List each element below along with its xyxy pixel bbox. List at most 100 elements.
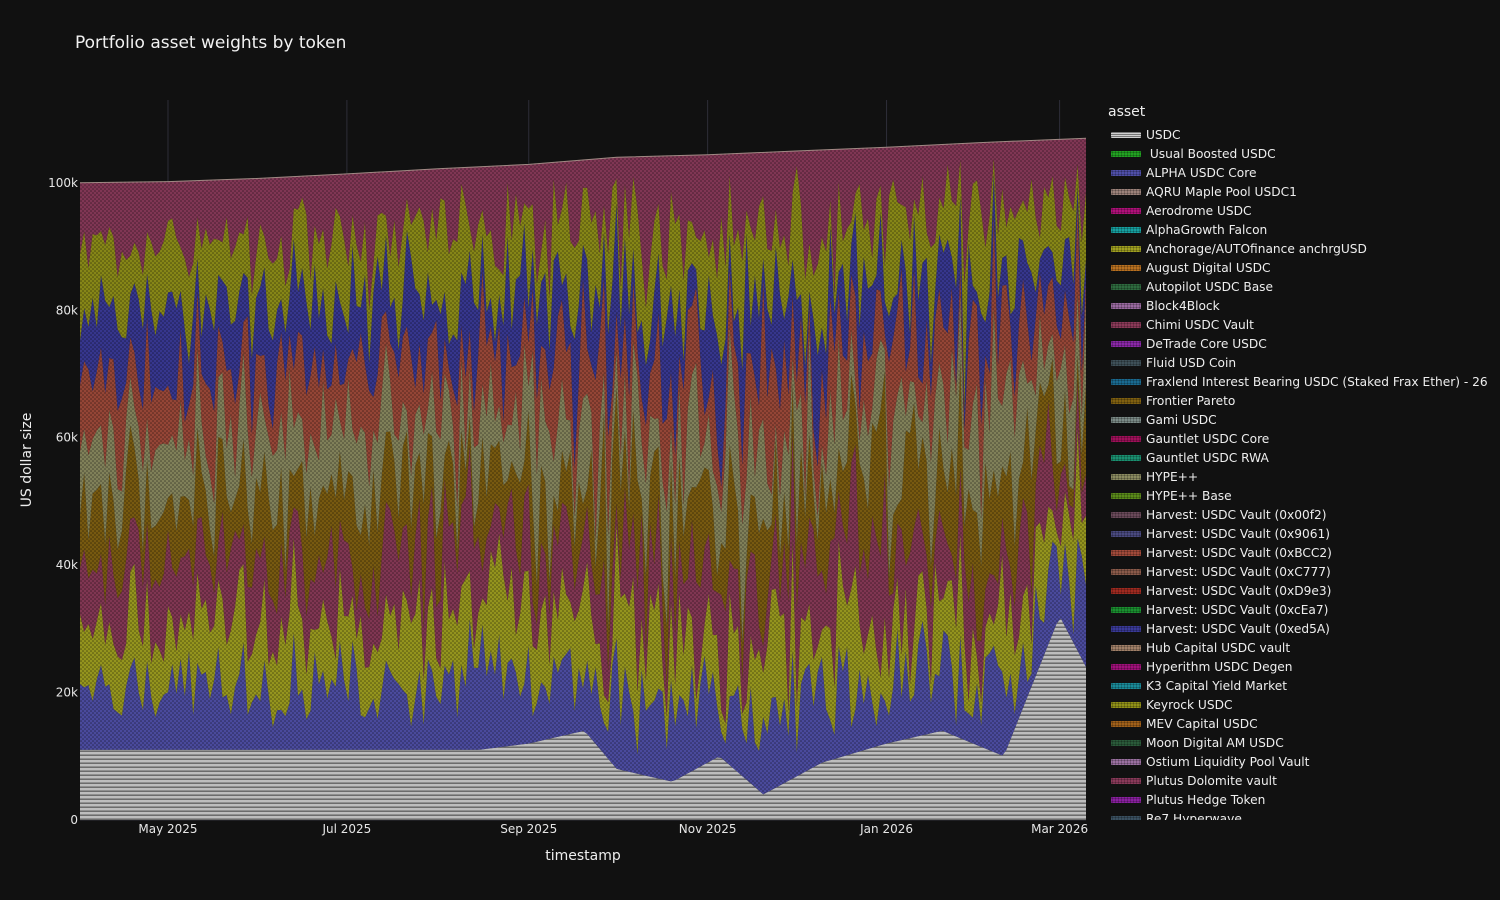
legend-swatch: [1111, 777, 1141, 784]
legend-item[interactable]: Harvest: USDC Vault (0x9061): [1108, 524, 1498, 543]
series-band-texture: [80, 291, 1086, 644]
legend-item[interactable]: Harvest: USDC Vault (0xBCC2): [1108, 543, 1498, 562]
legend-item[interactable]: Harvest: USDC Vault (0x00f2): [1108, 505, 1498, 524]
legend-label: Hub Capital USDC vault: [1146, 640, 1291, 655]
legend-item[interactable]: Chimi USDC Vault: [1108, 315, 1498, 334]
legend-item[interactable]: Moon Digital AM USDC: [1108, 733, 1498, 752]
legend-item[interactable]: Keyrock USDC: [1108, 695, 1498, 714]
legend-item[interactable]: Usual Boosted USDC: [1108, 144, 1498, 163]
legend-label: Re7 Hyperwave: [1146, 811, 1242, 821]
legend-item[interactable]: HYPE++ Base: [1108, 486, 1498, 505]
legend-item[interactable]: K3 Capital Yield Market: [1108, 676, 1498, 695]
legend-swatch: [1111, 207, 1141, 214]
legend-swatch: [1111, 378, 1141, 385]
legend-item[interactable]: Hub Capital USDC vault: [1108, 638, 1498, 657]
legend: asset USDC Usual Boosted USDC ALPHA USDC …: [1108, 104, 1498, 820]
legend-swatch: [1111, 397, 1141, 404]
legend-swatch: [1111, 454, 1141, 461]
legend-items: USDC Usual Boosted USDC ALPHA USDC Core AQ…: [1108, 125, 1498, 820]
legend-item[interactable]: Plutus Hedge Token: [1108, 790, 1498, 809]
legend-swatch: [1111, 340, 1141, 347]
legend-swatch: [1111, 625, 1141, 632]
legend-item[interactable]: Frontier Pareto: [1108, 391, 1498, 410]
legend-item[interactable]: Anchorage/AUTOfinance anchrgUSD: [1108, 239, 1498, 258]
legend-swatch: [1111, 568, 1141, 575]
legend-label: Plutus Hedge Token: [1146, 792, 1266, 807]
legend-label: Ostium Liquidity Pool Vault: [1146, 754, 1310, 769]
legend-swatch: [1111, 473, 1141, 480]
legend-label: Autopilot USDC Base: [1146, 279, 1274, 294]
legend-label: Gami USDC: [1146, 412, 1217, 427]
legend-swatch: [1111, 720, 1141, 727]
legend-swatch: [1111, 549, 1141, 556]
series-band-texture: [80, 138, 1086, 310]
legend-label: Keyrock USDC: [1146, 697, 1233, 712]
series-band-texture: [80, 379, 1086, 724]
legend-swatch: [1111, 758, 1141, 765]
legend-item[interactable]: Harvest: USDC Vault (0xC777): [1108, 562, 1498, 581]
legend-swatch: [1111, 739, 1141, 746]
legend-item[interactable]: HYPE++: [1108, 467, 1498, 486]
legend-swatch: [1111, 815, 1141, 820]
legend-swatch: [1111, 682, 1141, 689]
x-tick-label: Jan 2026: [859, 822, 913, 836]
legend-item[interactable]: Hyperithm USDC Degen: [1108, 657, 1498, 676]
legend-swatch: [1111, 169, 1141, 176]
legend-label: Harvest: USDC Vault (0x00f2): [1146, 507, 1327, 522]
legend-item[interactable]: Re7 Hyperwave: [1108, 809, 1498, 820]
legend-item[interactable]: AQRU Maple Pool USDC1: [1108, 182, 1498, 201]
legend-item[interactable]: AlphaGrowth Falcon: [1108, 220, 1498, 239]
legend-swatch: [1111, 302, 1141, 309]
area-layer: [79, 137, 1087, 820]
legend-label: MEV Capital USDC: [1146, 716, 1258, 731]
legend-item[interactable]: Harvest: USDC Vault (0xD9e3): [1108, 581, 1498, 600]
legend-item[interactable]: Autopilot USDC Base: [1108, 277, 1498, 296]
legend-item[interactable]: Plutus Dolomite vault: [1108, 771, 1498, 790]
legend-label: Moon Digital AM USDC: [1146, 735, 1284, 750]
legend-item[interactable]: Ostium Liquidity Pool Vault: [1108, 752, 1498, 771]
legend-swatch: [1111, 663, 1141, 670]
legend-item[interactable]: Fluid USD Coin: [1108, 353, 1498, 372]
series-usdc: [80, 618, 1086, 820]
legend-item[interactable]: MEV Capital USDC: [1108, 714, 1498, 733]
legend-swatch: [1111, 283, 1141, 290]
x-tick-label: Sep 2025: [500, 822, 557, 836]
y-tick-label: 100k: [48, 176, 78, 190]
legend-item[interactable]: August Digital USDC: [1108, 258, 1498, 277]
legend-swatch: [1111, 131, 1141, 138]
legend-label: Harvest: USDC Vault (0xcEa7): [1146, 602, 1329, 617]
legend-swatch: [1111, 416, 1141, 423]
legend-item[interactable]: DeTrade Core USDC: [1108, 334, 1498, 353]
legend-swatch: [1111, 644, 1141, 651]
legend-item[interactable]: Gami USDC: [1108, 410, 1498, 429]
x-axis-title: timestamp: [545, 848, 621, 864]
legend-item[interactable]: Aerodrome USDC: [1108, 201, 1498, 220]
series-band-texture: [80, 355, 1086, 689]
series-band-texture: [80, 158, 1086, 412]
legend-item[interactable]: Harvest: USDC Vault (0xed5A): [1108, 619, 1498, 638]
legend-label: Hyperithm USDC Degen: [1146, 659, 1293, 674]
legend-item[interactable]: Fraxlend Interest Bearing USDC (Staked F…: [1108, 372, 1498, 391]
legend-swatch: [1111, 321, 1141, 328]
legend-item[interactable]: Gauntlet USDC Core: [1108, 429, 1498, 448]
legend-swatch: [1111, 606, 1141, 613]
legend-swatch: [1111, 701, 1141, 708]
series-band-texture: [80, 538, 1086, 795]
legend-item[interactable]: Block4Block: [1108, 296, 1498, 315]
legend-label: AlphaGrowth Falcon: [1146, 222, 1268, 237]
legend-item[interactable]: Gauntlet USDC RWA: [1108, 448, 1498, 467]
legend-label: AQRU Maple Pool USDC1: [1146, 184, 1297, 199]
legend-swatch: [1111, 492, 1141, 499]
legend-item[interactable]: ALPHA USDC Core: [1108, 163, 1498, 182]
legend-item[interactable]: Harvest: USDC Vault (0xcEa7): [1108, 600, 1498, 619]
legend-label: Block4Block: [1146, 298, 1220, 313]
legend-label: Chimi USDC Vault: [1146, 317, 1254, 332]
legend-label: Usual Boosted USDC: [1146, 146, 1276, 161]
series-total-line: [79, 137, 1087, 184]
legend-label: Fraxlend Interest Bearing USDC (Staked F…: [1146, 374, 1488, 389]
legend-label: Harvest: USDC Vault (0xD9e3): [1146, 583, 1332, 598]
legend-item[interactable]: USDC: [1108, 125, 1498, 144]
legend-label: Gauntlet USDC RWA: [1146, 450, 1269, 465]
y-tick-label: 20k: [56, 686, 78, 700]
y-tick-label: 60k: [56, 431, 78, 445]
